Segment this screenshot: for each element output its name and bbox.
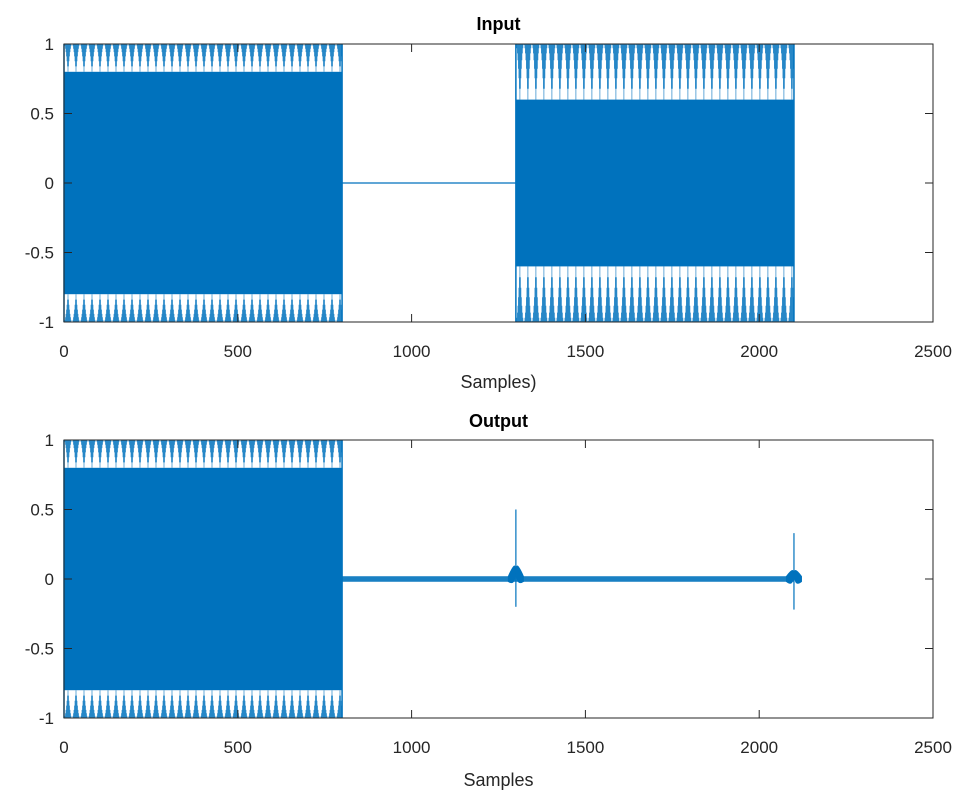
series-segment xyxy=(515,44,795,322)
chart-title: Output xyxy=(469,411,528,431)
y-tick-label: 0.5 xyxy=(30,105,54,124)
x-axis-label: Samples xyxy=(463,770,533,790)
signal-spike xyxy=(507,509,524,607)
signal-band xyxy=(64,467,343,691)
spike-body-right xyxy=(793,569,802,584)
x-tick-label: 2000 xyxy=(740,342,778,361)
signal-spike xyxy=(785,533,802,610)
x-tick-label: 1000 xyxy=(393,738,431,757)
y-tick-label: 0 xyxy=(45,570,54,589)
y-tick-label: -1 xyxy=(39,313,54,332)
signal-peaks xyxy=(516,44,795,322)
y-tick-label: 0 xyxy=(45,174,54,193)
x-tick-label: 2500 xyxy=(914,342,952,361)
spike-body-left xyxy=(507,565,516,584)
x-tick-label: 0 xyxy=(59,342,68,361)
subplot-output: 0 500 1000 1500 2000 2500 -1 -0.5 0 0.5 1 Output Sam… xyxy=(25,411,952,790)
series-segment xyxy=(63,44,343,322)
y-tick-label: -0.5 xyxy=(25,244,54,263)
signal-residual xyxy=(342,576,794,582)
spike-body-left xyxy=(785,569,794,584)
x-tick-label: 500 xyxy=(224,738,252,757)
y-tick-label: 1 xyxy=(45,35,54,54)
x-tick-label: 2000 xyxy=(740,738,778,757)
signal-band xyxy=(515,99,794,267)
y-tick-label: 0.5 xyxy=(30,501,54,520)
series-segment xyxy=(342,576,794,582)
x-tick-label: 0 xyxy=(59,738,68,757)
x-tick-label: 500 xyxy=(224,342,252,361)
x-tick-label: 1500 xyxy=(566,342,604,361)
series-segment xyxy=(63,440,343,718)
y-tick-label: -1 xyxy=(39,709,54,728)
y-tick-label: -0.5 xyxy=(25,640,54,659)
x-tick-label: 1500 xyxy=(566,738,604,757)
spike-body-right xyxy=(515,565,524,584)
subplot-input: 0 500 1000 1500 2000 2500 -1 -0.5 0 0.5 1 Input Samp… xyxy=(25,14,952,392)
y-tick-label: 1 xyxy=(45,431,54,450)
chart-title: Input xyxy=(477,14,521,34)
x-axis-label: Samples) xyxy=(460,372,536,392)
x-tick-label: 1000 xyxy=(393,342,431,361)
signal-band xyxy=(64,71,343,295)
x-tick-label: 2500 xyxy=(914,738,952,757)
